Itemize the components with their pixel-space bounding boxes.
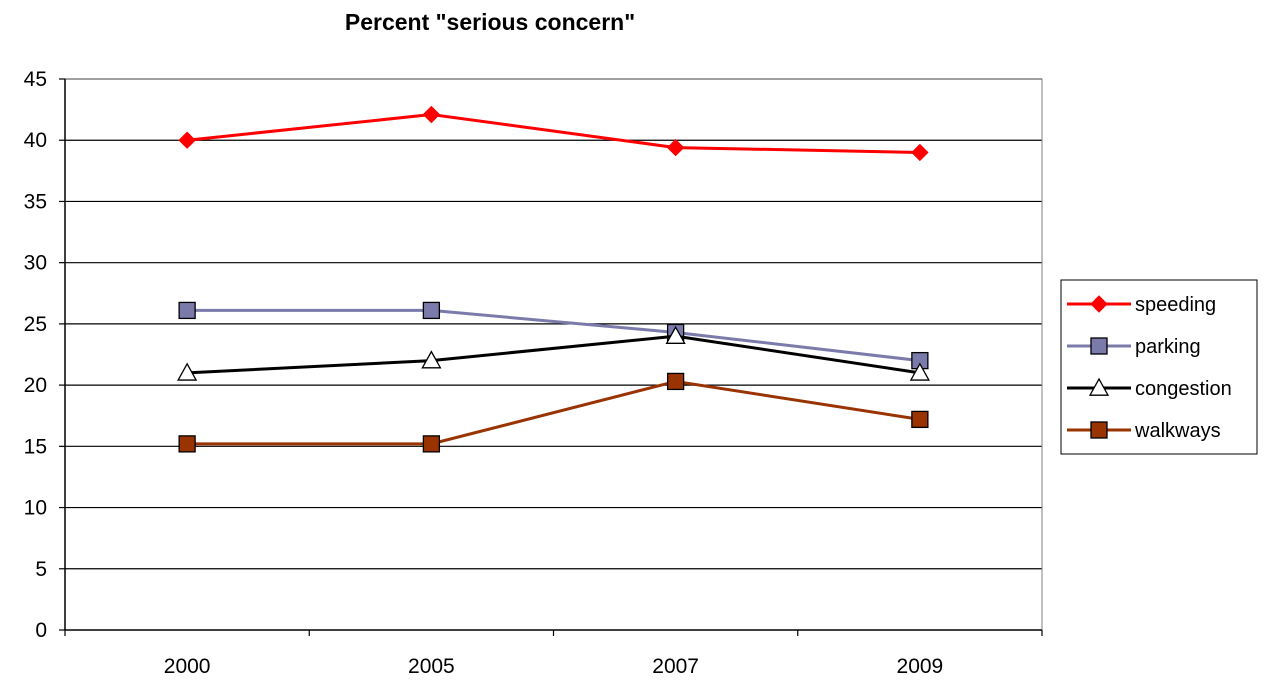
congestion-point [177,362,198,381]
legend: speeding parking congestion walkways [1060,279,1258,455]
legend-item-walkways: walkways [1067,420,1221,442]
plot-area [64,78,1043,631]
series-lines [177,105,930,453]
y-tick-labels: 0 5 10 15 20 25 30 35 40 45 [24,68,47,642]
y-tick-label: 30 [24,252,47,275]
walkways-point [178,435,196,453]
y-tick-label: 0 [35,619,47,642]
y-tick-label: 15 [24,435,47,458]
speeding-point [911,143,929,162]
congestion-point [665,325,686,344]
legend-label: walkways [1134,420,1221,442]
walkways-point [666,372,685,391]
x-tick-label: 2005 [408,655,455,678]
axes [59,78,1043,636]
legend-swatch-marker [1090,295,1108,313]
legend-label: congestion [1135,378,1232,400]
legend-item-parking: parking [1067,336,1201,358]
legend-item-speeding: speeding [1067,294,1216,316]
congestion-line [187,334,921,375]
chart-title: Percent "serious concern" [345,9,635,35]
series-walkways [178,372,929,453]
congestion-point [909,362,930,381]
x-tick-label: 2000 [164,655,211,678]
walkways-line [187,379,921,446]
x-tick-label: 2007 [652,655,699,678]
y-tick-label: 45 [24,68,47,91]
legend-label: parking [1135,336,1201,358]
parking-point [422,301,441,320]
legend-swatch-marker [1090,421,1108,439]
y-tick-label: 25 [24,313,47,336]
parking-point [178,301,196,320]
x-tick-labels: 2000 2005 2007 2009 [164,655,943,678]
speeding-line [186,112,920,154]
series-parking [178,301,929,370]
y-tick-label: 20 [24,374,47,397]
y-tick-label: 35 [24,190,47,213]
y-tick-label: 40 [24,129,47,152]
y-tick-label: 5 [35,558,47,581]
series-speeding [178,105,929,162]
congestion-point [421,350,442,369]
walkways-point [911,410,929,429]
legend-label: speeding [1135,294,1216,316]
y-tick-label: 10 [24,497,47,520]
parking-line [187,308,921,363]
speeding-point [178,131,196,149]
legend-item-congestion: congestion [1067,377,1232,400]
walkways-point [422,435,441,453]
legend-swatch-marker [1088,377,1110,396]
speeding-point [666,138,685,157]
speeding-point [422,105,441,124]
x-tick-label: 2009 [897,655,944,678]
legend-swatch-marker [1090,337,1108,355]
series-congestion [177,325,930,381]
